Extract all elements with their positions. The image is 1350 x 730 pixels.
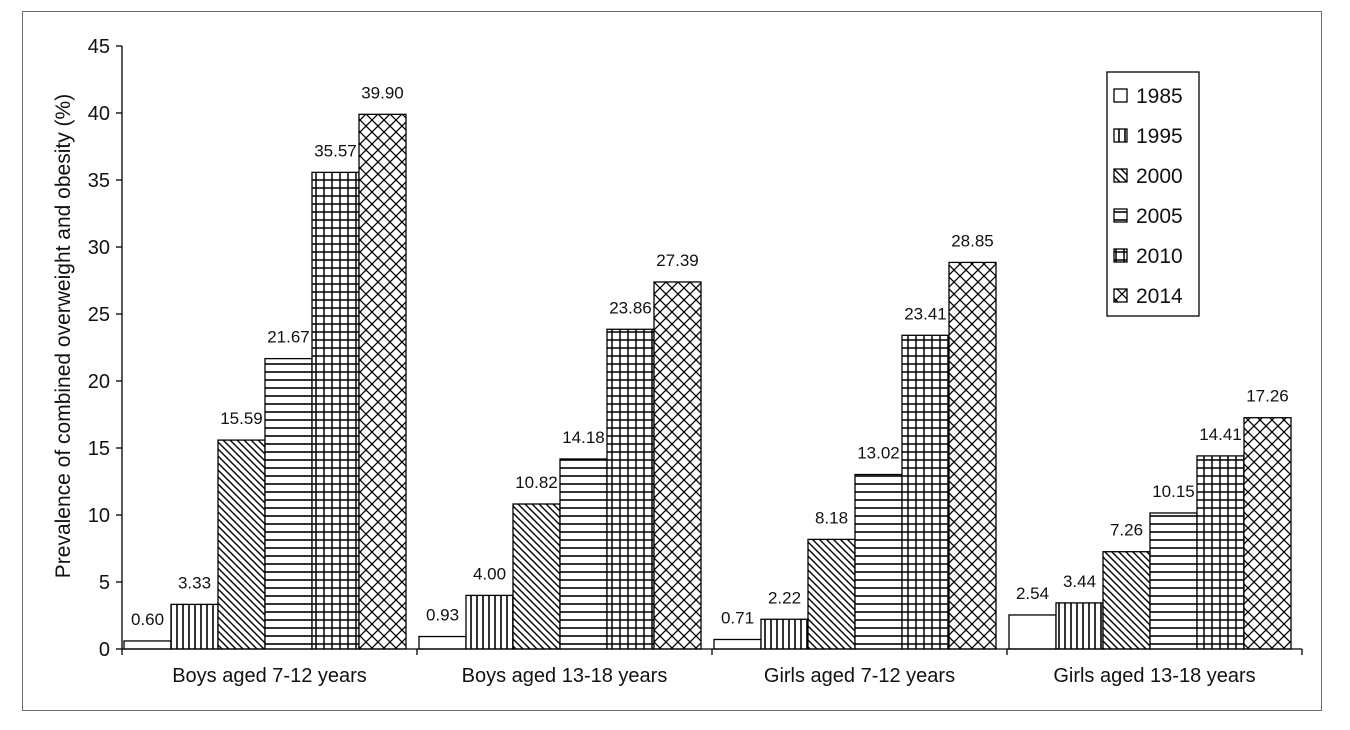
y-tick-label: 15 xyxy=(88,438,110,460)
y-tick-label: 40 xyxy=(88,103,110,125)
bar-2014 xyxy=(653,281,702,650)
bar-1985 xyxy=(123,640,172,650)
value-label: 4.00 xyxy=(473,564,506,583)
category-label: Girls aged 13-18 years xyxy=(1053,665,1255,687)
category-label: Boys aged 7-12 years xyxy=(172,665,367,687)
bar-2010 xyxy=(1196,455,1245,650)
category-label: Boys aged 13-18 years xyxy=(462,665,668,687)
value-label: 23.41 xyxy=(904,304,947,323)
legend-swatch-1985 xyxy=(1113,88,1128,103)
value-label: 10.15 xyxy=(1152,482,1195,501)
value-label: 0.93 xyxy=(426,606,459,625)
legend-swatch-2014 xyxy=(1113,288,1128,303)
y-tick-label: 35 xyxy=(88,170,110,192)
legend-box xyxy=(1106,71,1200,317)
legend-label: 1985 xyxy=(1136,85,1183,108)
y-tick-label: 10 xyxy=(88,505,110,527)
x-axis: Boys aged 7-12 years Boys aged 13-18 year… xyxy=(121,648,1303,687)
bar-2014 xyxy=(1243,417,1292,650)
value-label: 28.85 xyxy=(951,231,994,250)
value-label: 7.26 xyxy=(1110,521,1143,540)
value-label: 0.71 xyxy=(721,608,754,627)
bar-1985 xyxy=(418,635,467,650)
legend-swatch-1995 xyxy=(1113,128,1128,143)
value-label: 23.86 xyxy=(609,298,652,317)
y-tick-label: 5 xyxy=(99,572,110,594)
y-axis-title: Prevalence of combined overweight and ob… xyxy=(52,94,75,578)
value-label: 2.54 xyxy=(1016,584,1049,603)
y-axis: 0 5 10 15 20 25 30 35 40 45 xyxy=(88,36,123,661)
value-label: 15.59 xyxy=(220,409,263,428)
value-label: 27.39 xyxy=(656,251,699,270)
value-label: 35.57 xyxy=(314,141,357,160)
bar-2000 xyxy=(1102,551,1151,650)
value-label: 14.18 xyxy=(562,428,605,447)
legend-label: 2010 xyxy=(1136,245,1183,268)
value-label: 2.22 xyxy=(768,588,801,607)
chart-frame xyxy=(22,11,1322,711)
bar-2010 xyxy=(901,334,950,650)
y-tick-label: 45 xyxy=(88,36,110,58)
value-label: 3.44 xyxy=(1063,572,1096,591)
legend: 1985 1995 2000 2005 2010 2014 xyxy=(1106,71,1200,317)
bar-1995 xyxy=(465,594,514,650)
bar-1995 xyxy=(760,618,809,650)
bar-1985 xyxy=(1008,614,1057,650)
bar-2005 xyxy=(1149,512,1198,650)
value-label: 0.60 xyxy=(131,610,164,629)
bars: 0.60 3.33 15.59 21.67 35.57 39.90 0.93 4.00 10.8… xyxy=(123,83,1292,650)
bar-2010 xyxy=(311,171,360,650)
bar-2000 xyxy=(512,503,561,650)
y-tick-label: 25 xyxy=(88,304,110,326)
bar-2014 xyxy=(948,261,997,650)
bar-1995 xyxy=(1055,602,1104,650)
legend-label: 1995 xyxy=(1136,125,1183,148)
y-tick-label: 0 xyxy=(99,639,110,661)
legend-label: 2014 xyxy=(1136,285,1183,308)
bar-2005 xyxy=(854,473,903,650)
category-label: Girls aged 7-12 years xyxy=(764,665,955,687)
value-label: 8.18 xyxy=(815,508,848,527)
bar-2014 xyxy=(358,113,407,650)
bar-2000 xyxy=(217,439,266,650)
value-label: 17.26 xyxy=(1246,387,1289,406)
y-tick-label: 20 xyxy=(88,371,110,393)
bar-1985 xyxy=(713,638,762,650)
legend-label: 2005 xyxy=(1136,205,1183,228)
y-tick-label: 30 xyxy=(88,237,110,259)
legend-swatch-2010 xyxy=(1113,248,1128,263)
bar-2010 xyxy=(606,328,655,650)
legend-label: 2000 xyxy=(1136,165,1183,188)
value-label: 39.90 xyxy=(361,83,404,102)
legend-swatch-2000 xyxy=(1113,168,1128,183)
bar-2000 xyxy=(807,538,856,650)
value-label: 21.67 xyxy=(267,328,310,347)
legend-swatch-2005 xyxy=(1113,208,1128,223)
bar-1995 xyxy=(170,603,219,650)
value-label: 14.41 xyxy=(1199,425,1242,444)
bar-2005 xyxy=(264,357,313,650)
value-label: 3.33 xyxy=(178,573,211,592)
value-label: 10.82 xyxy=(515,473,558,492)
bar-2005 xyxy=(559,458,608,650)
value-label: 13.02 xyxy=(857,444,900,463)
